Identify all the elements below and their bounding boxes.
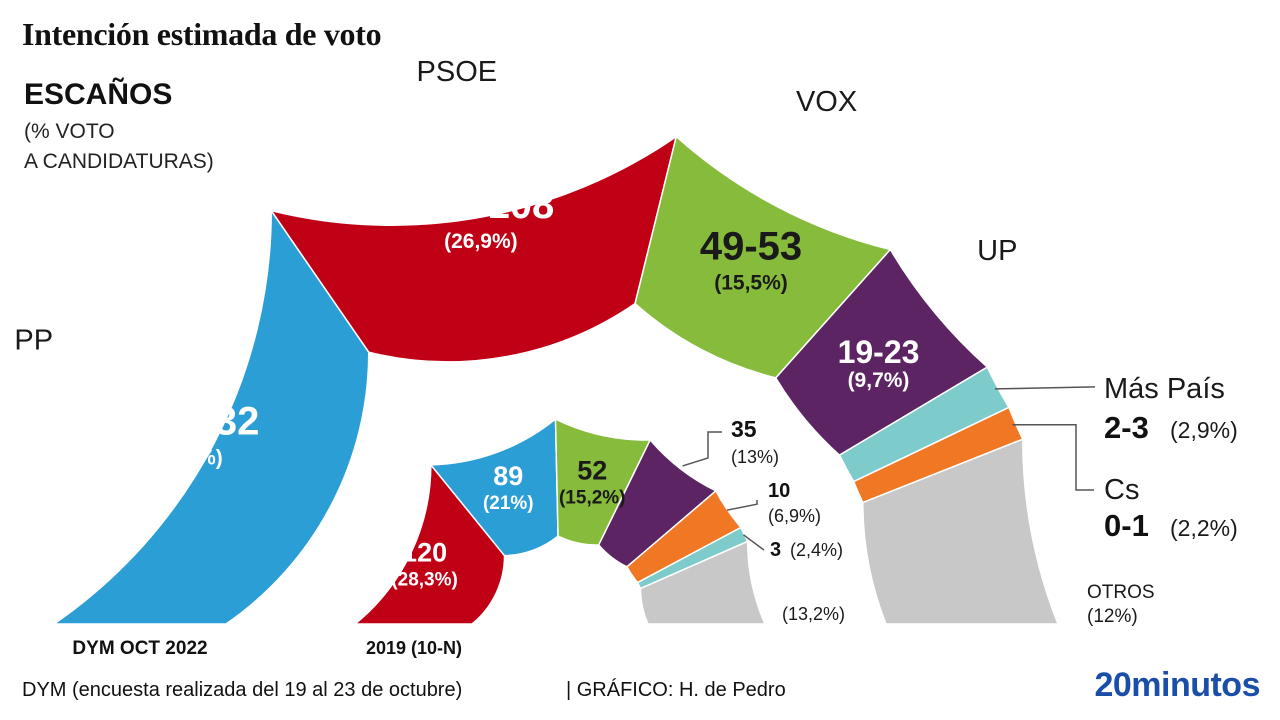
oct2022-arc-up xyxy=(774,248,989,457)
oct2022-seats-cs: 0-1 xyxy=(1104,508,1149,543)
oct2022-pct-mas-pais: (2,9%) xyxy=(1170,417,1238,443)
oct2022-arc-pp xyxy=(51,208,370,625)
oct2022-pct-vox: (15,5%) xyxy=(714,271,788,294)
n2019-arc-up xyxy=(597,438,718,568)
oct2022-seats-psoe: 104-108 xyxy=(408,183,555,227)
n2019-seats-up: 35 xyxy=(731,416,757,442)
n2019-pct-psoe: (28,3%) xyxy=(391,569,458,590)
oct2022-seats-vox: 49-53 xyxy=(700,224,802,268)
n2019-chart-label: 2019 (10-N) xyxy=(366,638,462,658)
oct2022-name-otros: OTROS xyxy=(1087,582,1155,603)
oct2022-seats-up: 19-23 xyxy=(838,334,920,370)
oct2022-seats-pp: 128-132 xyxy=(113,400,260,444)
oct2022-name-cs: Cs xyxy=(1104,474,1139,506)
oct2022-name-vox: VOX xyxy=(796,86,857,118)
n2019-seats-vox: 52 xyxy=(577,456,607,486)
oct2022-arc-mas-pais xyxy=(838,366,1010,483)
oct2022-pct-cs: (2,2%) xyxy=(1170,515,1238,541)
chart-subtitle-note-line2: A CANDIDATURAS) xyxy=(24,150,214,173)
n2019-seats-mas-pais: 3 xyxy=(770,539,781,561)
chart-title: Intención estimada de voto xyxy=(22,16,382,52)
n2019-cs-leader-line xyxy=(726,500,758,511)
n2019-arc-otros xyxy=(639,540,767,625)
oct2022-name-up: UP xyxy=(977,235,1017,267)
brand-logo: 20minutos xyxy=(1094,666,1260,704)
oct2022-name-psoe: PSOE xyxy=(417,56,498,88)
n2019-pct-mas-pais: (2,4%) xyxy=(790,540,843,560)
n2019-seats-pp: 89 xyxy=(493,461,523,491)
n2019-arc-vox xyxy=(554,417,652,546)
mas-pais-leader-line xyxy=(994,386,1096,390)
oct2022-pct-pp: (30,8%) xyxy=(149,447,223,470)
n2019-pct-vox: (15,2%) xyxy=(559,488,626,509)
oct2022-pct-up: (9,7%) xyxy=(848,369,910,392)
n2019-pct-cs: (6,9%) xyxy=(768,506,821,526)
oct2022-pct-psoe: (26,9%) xyxy=(444,230,518,253)
cs-leader-line xyxy=(1012,424,1094,491)
oct2022-chart-label: DYM OCT 2022 xyxy=(72,638,207,659)
n2019-seats-psoe: 120 xyxy=(402,537,447,567)
n2019-pct-otros: (13,2%) xyxy=(782,604,845,624)
oct2022-arc-psoe xyxy=(269,134,678,363)
oct2022-arc-cs xyxy=(852,406,1024,504)
n2019-arc-psoe xyxy=(352,462,506,625)
chart-subtitle-note-line1: (% VOTO xyxy=(24,120,115,143)
chart-subtitle: ESCAÑOS xyxy=(24,78,173,111)
n2019-pct-pp: (21%) xyxy=(483,493,534,514)
n2019-up-leader-line xyxy=(682,431,722,467)
source-note: DYM (encuesta realizada del 19 al 23 de … xyxy=(22,679,463,701)
oct2022-name-mas-pais: Más País xyxy=(1104,373,1225,405)
oct2022-seats-mas-pais: 2-3 xyxy=(1104,410,1149,445)
oct2022-arc-vox xyxy=(634,135,892,379)
n2019-pct-up: (13%) xyxy=(731,447,779,467)
oct2022-arc-otros xyxy=(862,438,1060,625)
graphic-credit: | GRÁFICO: H. de Pedro xyxy=(566,679,786,701)
oct2022-pct-otros: (12%) xyxy=(1087,606,1138,627)
oct2022-name-pp: PP xyxy=(14,325,53,357)
n2019-arc-pp xyxy=(429,417,559,557)
n2019-mas-pais-leader-line xyxy=(743,534,765,551)
n2019-arc-cs xyxy=(625,489,743,584)
n2019-seats-cs: 10 xyxy=(768,480,790,502)
